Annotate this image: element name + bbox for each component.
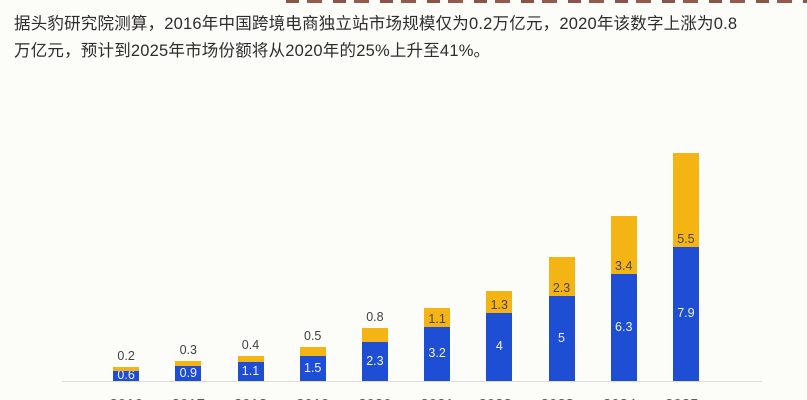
intro-line-1: 据头豹研究院测算，2016年中国跨境电商独立站市场规模仅为0.2万亿元，2020… bbox=[14, 15, 738, 33]
b2c-value-label: 0.9 bbox=[179, 365, 197, 380]
bar-stack: 3.4 6.3 bbox=[610, 215, 637, 381]
b2c-value-label: 7.9 bbox=[677, 306, 695, 321]
bar-column-2025e: 5.5 7.9 2025e bbox=[655, 153, 717, 400]
bar-column-2023e: 2.352023e bbox=[530, 153, 592, 400]
x-tick-label: 2021 bbox=[420, 396, 453, 400]
b2c-segment: 0.6 bbox=[113, 370, 140, 381]
bar-stack: 1.3 4 bbox=[486, 290, 513, 381]
b2c-value-label: 2.3 bbox=[366, 353, 384, 368]
independent-site-segment: 1.1 bbox=[424, 307, 451, 327]
intro-line-2: 万亿元，预计到2025年市场份额将从2020年的25%上升至41%。 bbox=[14, 42, 491, 60]
independent-site-segment bbox=[113, 367, 140, 371]
x-tick-label: 2022e bbox=[478, 396, 520, 400]
b2c-segment: 3.2 bbox=[424, 326, 451, 381]
bar-column-2024e: 3.4 6.3 2024e bbox=[593, 153, 655, 400]
independent-site-value-label: 1.3 bbox=[490, 297, 508, 312]
bar-column-2022e: 1.342022e bbox=[468, 153, 530, 400]
independent-site-segment: 2.3 bbox=[548, 256, 575, 296]
bar-column-2021: 1.1 3.2 2021 bbox=[406, 153, 468, 400]
x-tick-label: 2020 bbox=[358, 396, 391, 400]
x-tick-label: 2017 bbox=[172, 396, 205, 400]
bar-stack: 0.6 bbox=[113, 367, 140, 381]
bar-column-2020: 0.8 2.3 2020 bbox=[344, 153, 406, 400]
independent-site-value-label: 3.4 bbox=[615, 258, 633, 273]
b2c-segment: 1.5 bbox=[299, 355, 326, 381]
b2c-segment: 7.9 bbox=[672, 246, 699, 381]
independent-site-value-label: 5.5 bbox=[677, 231, 695, 246]
b2c-segment: 6.3 bbox=[610, 273, 637, 381]
b2c-value-label: 0.6 bbox=[117, 370, 135, 381]
independent-site-value-label: 0.4 bbox=[241, 337, 260, 352]
bar-column-2016: 0.2 0.6 2016 bbox=[95, 153, 157, 400]
x-tick-label: 2016 bbox=[109, 396, 142, 400]
bar-stack: 2.3 5 bbox=[548, 256, 575, 381]
independent-site-value-label: 0.3 bbox=[179, 342, 197, 357]
bar-column-2018: 0.4 1.1 2018 bbox=[219, 153, 281, 400]
b2c-value-label: 3.2 bbox=[428, 346, 446, 361]
clipped-red-heading-remnant bbox=[286, 0, 807, 3]
b2c-segment: 5 bbox=[548, 295, 575, 381]
stacked-bar-chart: 0.2 0.6 2016 0.3 0.9 2017 0.4 1.1 2018 0.5 1.5 2019… bbox=[0, 70, 807, 400]
x-tick-label: 2019 bbox=[296, 396, 329, 400]
bar-stack: 0.9 bbox=[175, 360, 202, 381]
x-tick-label: 2018 bbox=[234, 396, 267, 400]
independent-site-segment bbox=[237, 355, 264, 363]
plot-area: 0.2 0.6 2016 0.3 0.9 2017 0.4 1.1 2018 0.5 1.5 2019… bbox=[95, 153, 717, 400]
b2c-segment: 0.9 bbox=[175, 365, 202, 381]
x-tick-label: 2024e bbox=[603, 396, 645, 400]
independent-site-segment bbox=[175, 360, 202, 366]
intro-paragraph: 据头豹研究院测算，2016年中国跨境电商独立站市场规模仅为0.2万亿元，2020… bbox=[14, 11, 798, 65]
b2c-value-label: 5 bbox=[558, 330, 565, 345]
bar-stack: 1.5 bbox=[299, 347, 326, 381]
b2c-value-label: 6.3 bbox=[615, 319, 633, 334]
independent-site-segment: 5.5 bbox=[672, 153, 699, 247]
x-tick-label: 2023e bbox=[541, 396, 583, 400]
b2c-value-label: 1.1 bbox=[241, 364, 260, 379]
independent-site-value-label: 0.8 bbox=[366, 310, 384, 325]
independent-site-value-label: 0.5 bbox=[304, 329, 322, 343]
b2c-segment: 2.3 bbox=[361, 341, 388, 381]
b2c-value-label: 1.5 bbox=[304, 360, 322, 375]
independent-site-segment bbox=[299, 347, 326, 356]
bar-stack: 1.1 3.2 bbox=[424, 307, 451, 381]
independent-site-value-label: 0.2 bbox=[117, 349, 135, 364]
independent-site-segment: 3.4 bbox=[610, 215, 637, 274]
independent-site-segment bbox=[361, 328, 388, 342]
bar-stack: 1.1 bbox=[237, 355, 264, 381]
independent-site-value-label: 1.1 bbox=[428, 311, 446, 326]
bar-stack: 2.3 bbox=[361, 328, 388, 381]
bar-column-2019: 0.5 1.5 2019 bbox=[282, 153, 344, 400]
bar-column-2017: 0.3 0.9 2017 bbox=[157, 153, 219, 400]
independent-site-value-label: 2.3 bbox=[552, 280, 571, 295]
x-tick-label: 2025e bbox=[665, 396, 707, 400]
b2c-value-label: 4 bbox=[495, 339, 503, 354]
b2c-segment: 4 bbox=[486, 312, 513, 381]
independent-site-segment: 1.3 bbox=[486, 290, 513, 313]
x-axis-line bbox=[62, 381, 762, 382]
bar-stack: 5.5 7.9 bbox=[672, 153, 699, 381]
b2c-segment: 1.1 bbox=[237, 362, 264, 381]
